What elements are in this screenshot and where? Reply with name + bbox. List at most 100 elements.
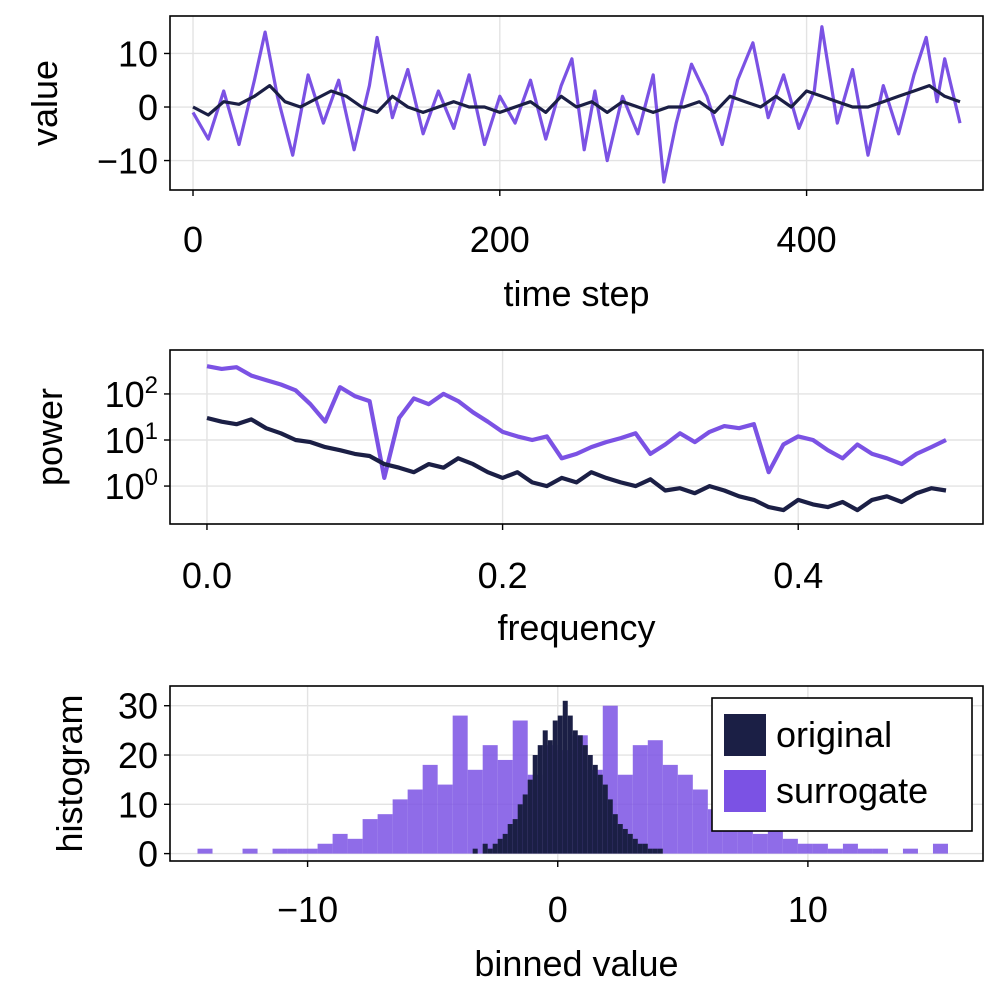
plot-frame [169,349,984,525]
y-tick-base: 10 [105,420,145,461]
surrogate-histogram-bar [317,843,333,854]
original-histogram-bar [647,848,653,854]
surrogate-histogram-bar [272,848,288,854]
time-series-panel: 0 200 400 −10 0 10 time step value [24,15,984,314]
original-histogram-bar [472,848,478,854]
y-tick-label: −10 [97,141,158,182]
original-histogram-bar [572,730,578,854]
original-histogram-bar [542,730,548,854]
x-tick-label: 0 [548,889,568,930]
surrogate-histogram-bar [662,764,678,854]
x-tick-label: 0 [183,219,203,260]
surrogate-histogram-bar [287,848,303,854]
y-tick-label: 30 [118,686,158,727]
original-histogram-bar [617,824,623,854]
x-axis-label: binned value [474,943,678,984]
surrogate-histogram-bar [302,848,318,854]
original-histogram-bar [502,833,508,854]
original-histogram-bar [492,843,498,854]
original-histogram-bar [597,774,603,854]
surrogate-histogram-bar [347,838,363,854]
legend: original surrogate [711,697,973,832]
x-tick-label: 0.4 [773,555,823,596]
y-tick-label: 0 [138,87,158,128]
surrogate-histogram-bar [677,774,693,854]
original-histogram-bar [582,745,588,854]
y-axis-label: power [29,388,70,486]
original-histogram-bar [657,848,663,854]
original-histogram-bar [622,828,628,854]
original-histogram-bar [637,843,643,854]
original-histogram-bar [532,755,538,854]
x-axis-label: time step [503,273,649,314]
legend-label-surrogate: surrogate [776,770,928,811]
surrogate-histogram-bar [842,843,858,854]
surrogate-histogram-bar [782,838,798,854]
surrogate-histogram-bar [377,814,393,854]
y-axis-label: value [24,60,65,146]
surrogate-histogram-bar [437,784,453,854]
legend-swatch-original [724,714,766,756]
surrogate-histogram-bar [812,843,828,854]
y-axis-label: histogram [49,694,90,852]
original-histogram-bar [627,833,633,854]
y-tick-label: 100 [105,464,158,507]
original-histogram-bar [587,755,593,854]
surrogate-histogram-bar [632,745,648,854]
original-histogram-bar [557,715,563,854]
surrogate-histogram-bar [902,848,918,854]
surrogate-histogram-bar [422,764,438,854]
original-histogram-bar [577,735,583,854]
original-histogram-bar [497,838,503,854]
surrogate-histogram-bar [692,789,708,854]
original-series-line [206,415,947,513]
x-tick-label: −10 [277,889,338,930]
original-histogram-bar [652,848,658,854]
surrogate-histogram-bar [362,819,378,854]
legend-label-original: original [776,714,892,755]
x-tick-label: 10 [788,889,828,930]
x-tick-label: 400 [777,219,837,260]
x-axis-label: frequency [497,607,655,648]
original-histogram-bar [487,848,493,854]
original-histogram-bar [607,799,613,854]
surrogate-series-line [191,25,962,184]
surrogate-histogram-bar [407,789,423,854]
y-tick-exponent: 2 [145,372,158,399]
plot-frame [169,15,984,191]
y-tick-base: 10 [105,374,145,415]
surrogate-histogram-bar [827,848,843,854]
original-histogram-bar [482,843,488,854]
original-histogram-bar [612,814,618,854]
original-histogram-bar [507,824,513,854]
surrogate-histogram-bar [452,715,468,854]
y-tick-label: 10 [118,784,158,825]
y-tick-exponent: 1 [145,418,158,445]
surrogate-histogram-bar [332,833,348,854]
original-histogram-bar [512,819,518,854]
surrogate-histogram-bar [797,843,813,854]
surrogate-histogram-bar [752,833,768,854]
surrogate-histogram-bar [647,740,663,854]
original-series-line [192,83,961,117]
surrogate-histogram-bar [197,848,213,854]
surrogate-histogram-bar [482,745,498,854]
original-histogram-bar [547,740,553,854]
surrogate-histogram-bar [392,799,408,854]
original-histogram-bar [592,764,598,854]
original-histogram-bar [527,779,533,854]
y-tick-exponent: 0 [145,464,158,491]
surrogate-histogram-bar [467,769,483,854]
original-histogram-bar [537,745,543,854]
original-histogram-bar [522,794,528,854]
original-histogram-bar [562,700,568,854]
surrogate-series-line [206,364,947,480]
original-histogram-bar [567,715,573,854]
original-histogram-bar [552,720,558,854]
legend-swatch-surrogate [724,770,766,812]
histogram-panel: −10 0 10 0 10 20 30 binned value histogram origin… [49,685,984,984]
y-tick-label: 20 [118,735,158,776]
y-tick-label: 102 [105,372,158,415]
